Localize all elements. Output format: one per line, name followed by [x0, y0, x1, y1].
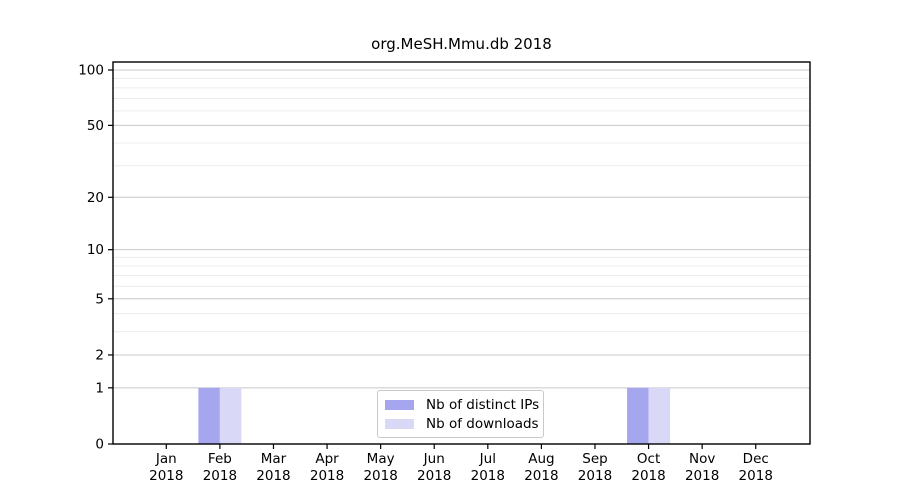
- x-tick-label-month: Mar: [261, 451, 287, 467]
- x-tick-label-year: 2018: [256, 468, 290, 484]
- x-tick-label-month: Dec: [743, 451, 769, 467]
- x-tick-label-month: Jul: [479, 451, 496, 467]
- legend-label-distinct-ips: Nb of distinct IPs: [426, 396, 540, 413]
- x-tick-label-year: 2018: [417, 468, 451, 484]
- x-tick-label-month: Oct: [637, 451, 660, 467]
- bar-distinct-ips: [627, 387, 649, 444]
- x-tick-label-year: 2018: [363, 468, 397, 484]
- x-tick-label-year: 2018: [631, 468, 665, 484]
- x-tick-label-month: Aug: [528, 451, 554, 467]
- plot-border: [112, 61, 811, 445]
- bar-downloads: [648, 387, 671, 444]
- bar-distinct-ips: [198, 387, 220, 444]
- x-tick-label-year: 2018: [203, 468, 237, 484]
- y-tick-label: 50: [87, 118, 104, 134]
- x-tick-label-year: 2018: [685, 468, 719, 484]
- legend-item-downloads: Nb of downloads: [385, 416, 539, 432]
- legend-swatch-distinct-ips: [385, 399, 414, 410]
- legend-item-distinct-ips: Nb of distinct IPs: [385, 397, 539, 413]
- legend: Nb of distinct IPs Nb of downloads: [377, 390, 544, 438]
- x-tick-label-month: Feb: [208, 451, 232, 467]
- x-tick-label-month: May: [367, 451, 395, 467]
- legend-label-downloads: Nb of downloads: [426, 415, 539, 432]
- y-tick-label: 100: [78, 63, 104, 79]
- y-tick-label: 2: [95, 347, 104, 363]
- y-tick-label: 10: [87, 242, 104, 258]
- x-tick-label-month: Apr: [315, 451, 339, 467]
- x-tick-label-month: Jan: [155, 451, 177, 467]
- x-tick-label-year: 2018: [310, 468, 344, 484]
- y-tick-label: 1: [95, 380, 104, 396]
- bar-downloads: [219, 387, 242, 444]
- x-tick-label-year: 2018: [578, 468, 612, 484]
- x-tick-label-year: 2018: [524, 468, 558, 484]
- x-tick-label-year: 2018: [739, 468, 773, 484]
- x-tick-label-year: 2018: [149, 468, 183, 484]
- y-tick-label: 5: [95, 291, 104, 307]
- y-tick-label: 0: [95, 437, 104, 453]
- x-tick-label-month: Sep: [582, 451, 607, 467]
- x-tick-label-month: Jun: [423, 451, 445, 467]
- x-tick-label-month: Nov: [689, 451, 715, 467]
- x-tick-label-year: 2018: [471, 468, 505, 484]
- chart-title: org.MeSH.Mmu.db 2018: [371, 35, 552, 53]
- legend-swatch-downloads: [385, 418, 414, 429]
- y-tick-label: 20: [87, 190, 104, 206]
